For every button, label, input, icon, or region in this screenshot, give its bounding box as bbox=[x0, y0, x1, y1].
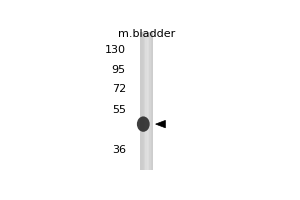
Text: 55: 55 bbox=[112, 105, 126, 115]
Polygon shape bbox=[156, 120, 165, 128]
Bar bbox=[149, 32, 151, 170]
Text: 130: 130 bbox=[105, 45, 126, 55]
Bar bbox=[152, 32, 153, 170]
Text: 72: 72 bbox=[112, 84, 126, 94]
Bar bbox=[140, 32, 142, 170]
Bar bbox=[147, 32, 148, 170]
Bar bbox=[144, 32, 145, 170]
Bar bbox=[142, 32, 143, 170]
Text: m.bladder: m.bladder bbox=[118, 29, 176, 39]
Bar bbox=[140, 32, 153, 170]
Ellipse shape bbox=[137, 116, 150, 132]
Bar bbox=[146, 32, 147, 170]
Text: 36: 36 bbox=[112, 145, 126, 155]
Bar bbox=[143, 32, 144, 170]
Bar bbox=[151, 32, 152, 170]
Bar bbox=[148, 32, 149, 170]
Text: 95: 95 bbox=[112, 65, 126, 75]
